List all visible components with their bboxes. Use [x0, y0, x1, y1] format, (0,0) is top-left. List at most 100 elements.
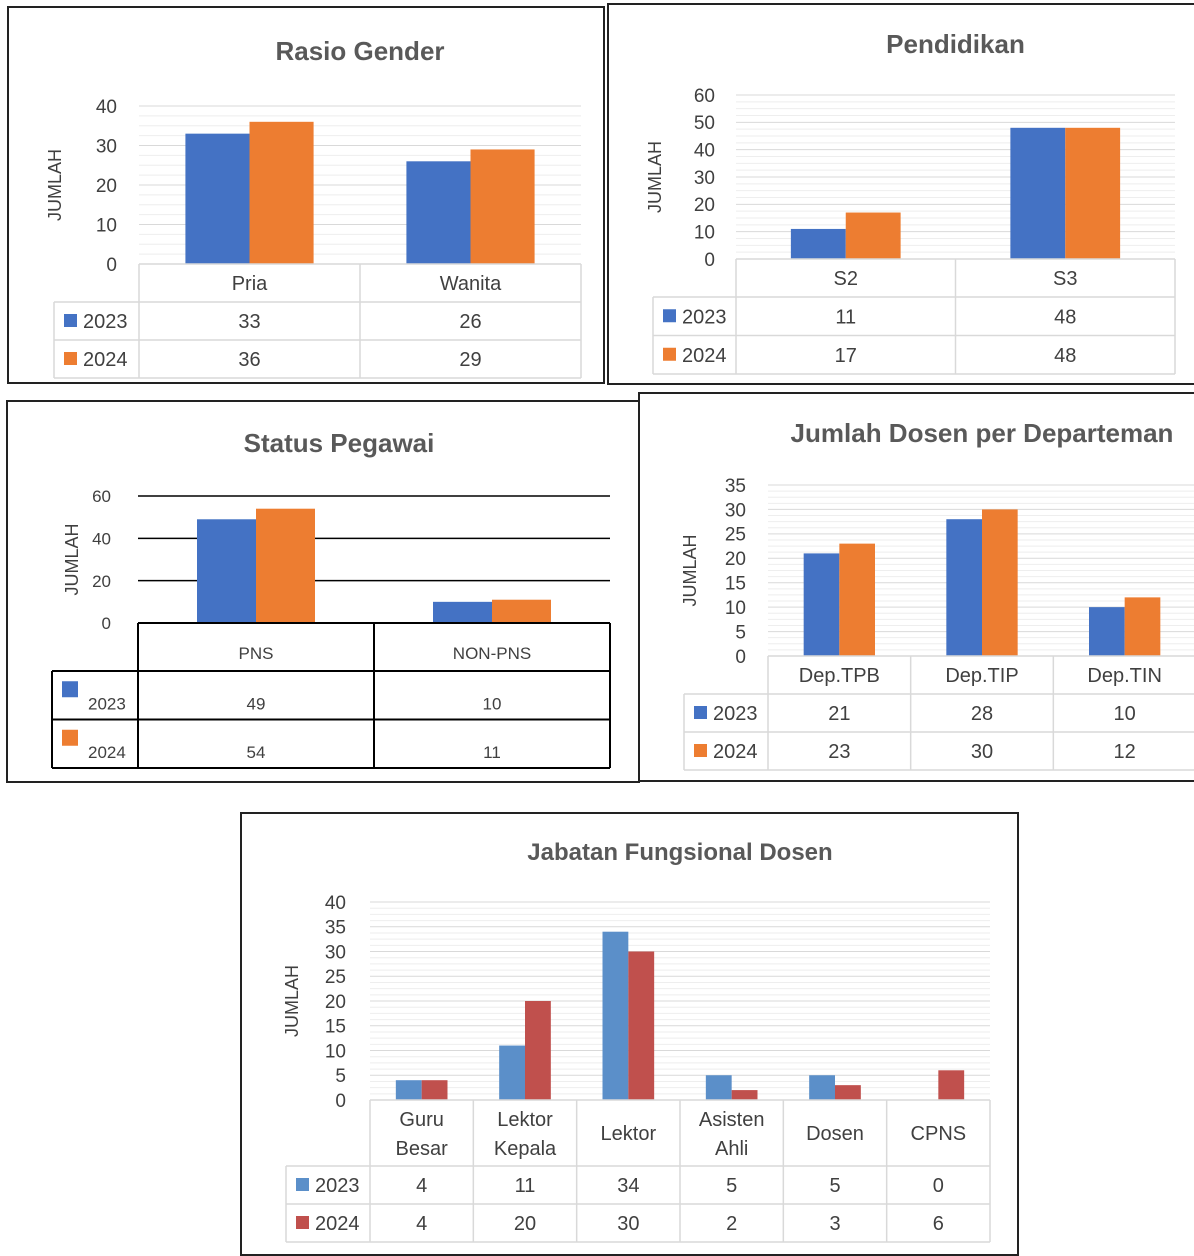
table-value: 4 [416, 1213, 427, 1235]
table-value: 21 [828, 703, 850, 725]
y-tick-label: 40 [96, 97, 117, 118]
table-value: 11 [483, 743, 501, 762]
table-value: 17 [835, 345, 857, 367]
y-tick-label: 10 [694, 223, 715, 244]
bar-2024-0 [845, 212, 901, 259]
bar-2024-1 [470, 149, 535, 264]
category-label: Lektor [601, 1123, 657, 1145]
bar-2024-0 [249, 121, 314, 264]
legend-key-2023 [62, 681, 78, 698]
bar-2024-4 [835, 1085, 861, 1100]
chart-panel-pendidikan: Pendidikan JUMLAH 0 10 20 30 40 50 60 S2 S3 2023 11 4… [607, 3, 1194, 385]
legend-label: 2023 [682, 306, 727, 328]
y-tick-label: 40 [694, 141, 715, 162]
table-value: 5 [726, 1175, 737, 1197]
table-value: 11 [835, 306, 856, 328]
table-value: 33 [238, 311, 260, 333]
y-tick-label: 0 [735, 647, 746, 668]
bar-2024-1 [492, 599, 551, 623]
bar-2023-0 [185, 133, 250, 264]
table-value: 2 [726, 1213, 737, 1235]
bar-2024-5 [938, 1070, 965, 1100]
y-tick-label: 20 [694, 195, 715, 216]
bar-2024-1 [982, 509, 1018, 656]
table-value: 28 [971, 703, 993, 725]
category-label: S3 [1053, 268, 1077, 290]
bar-2024-0 [839, 543, 875, 656]
y-tick-label: 30 [694, 168, 715, 189]
bar-2023-1 [433, 601, 492, 623]
y-tick-label: 30 [725, 500, 746, 521]
legend-label: 2024 [713, 741, 758, 763]
legend-label: 2024 [315, 1213, 360, 1235]
table-value: 12 [1114, 741, 1136, 763]
y-axis-label: JUMLAH [62, 523, 82, 595]
table-value: 54 [247, 743, 266, 762]
legend-key-2023 [663, 309, 676, 323]
y-tick-label: 60 [92, 487, 111, 506]
y-tick-label: 10 [725, 598, 746, 619]
table-value: 11 [515, 1175, 536, 1197]
table-value: 30 [617, 1213, 639, 1235]
category-label: Dep.TIN [1087, 665, 1161, 687]
chart-title: Pendidikan [886, 29, 1025, 59]
legend-key-2023 [296, 1178, 309, 1191]
chart-title: Jumlah Dosen per Departeman [791, 418, 1174, 448]
legend-key-2024 [62, 729, 78, 746]
bar-2024-3 [731, 1090, 758, 1100]
bar-2023-0 [395, 1080, 422, 1100]
legend-label: 2024 [83, 349, 128, 371]
table-value: 49 [247, 694, 266, 713]
y-tick-label: 35 [325, 918, 346, 939]
table-value: 23 [828, 741, 850, 763]
chart-panel-rasio-gender: Rasio Gender JUMLAH 0 10 20 30 40 Pria Wanita 202… [7, 6, 605, 384]
table-value: 5 [829, 1175, 840, 1197]
category-label: Besar [396, 1138, 449, 1160]
y-tick-label: 0 [704, 250, 715, 271]
category-label: Kepala [494, 1138, 557, 1160]
table-value: 10 [483, 694, 502, 713]
bar-2024-0 [256, 508, 315, 623]
y-tick-label: 40 [92, 529, 111, 548]
bar-2024-0 [421, 1080, 448, 1100]
chart-title: Status Pegawai [244, 428, 435, 458]
legend-key-2024 [663, 347, 676, 361]
category-label: Guru [399, 1109, 443, 1131]
chart-panel-jabatan-fungsional: Jabatan Fungsional Dosen JUMLAH 0 5 10 15 20 25… [240, 812, 1019, 1256]
table-value: 4 [416, 1175, 427, 1197]
y-tick-label: 50 [694, 113, 715, 134]
category-label: NON-PNS [453, 644, 531, 663]
bar-2023-2 [602, 931, 629, 1100]
table-value: 29 [459, 349, 481, 371]
legend-key-2023 [64, 314, 77, 327]
category-label: PNS [239, 644, 274, 663]
table-value: 30 [971, 741, 993, 763]
table-value: 48 [1054, 306, 1076, 328]
bar-2024-1 [525, 1001, 551, 1100]
y-tick-label: 25 [725, 525, 746, 546]
table-value: 36 [238, 349, 260, 371]
y-tick-label: 5 [735, 622, 746, 643]
legend-label: 2023 [315, 1175, 360, 1197]
category-label: Lektor [497, 1109, 553, 1131]
bar-2023-0 [790, 228, 846, 259]
table-value: 20 [514, 1213, 536, 1235]
y-tick-label: 20 [92, 572, 111, 591]
y-tick-label: 5 [335, 1066, 346, 1087]
y-axis-label: JUMLAH [645, 141, 665, 213]
y-tick-label: 35 [725, 476, 746, 497]
table-value: 48 [1054, 345, 1076, 367]
category-label: Wanita [440, 273, 502, 295]
y-tick-label: 10 [325, 1041, 346, 1062]
chart-panel-dosen-per-departemen: Jumlah Dosen per Departeman JUMLAH 0 5 10 15 2… [638, 392, 1194, 782]
chart-title: Jabatan Fungsional Dosen [527, 839, 832, 866]
category-label: Pria [232, 273, 268, 295]
legend-key-2024 [694, 744, 707, 757]
bar-2024-1 [1065, 127, 1121, 259]
legend-label: 2024 [682, 345, 727, 367]
bar-2024-2 [628, 951, 655, 1100]
y-tick-label: 30 [96, 136, 117, 157]
y-tick-label: 0 [335, 1091, 346, 1112]
y-tick-label: 20 [725, 549, 746, 570]
legend-label: 2024 [88, 743, 126, 762]
